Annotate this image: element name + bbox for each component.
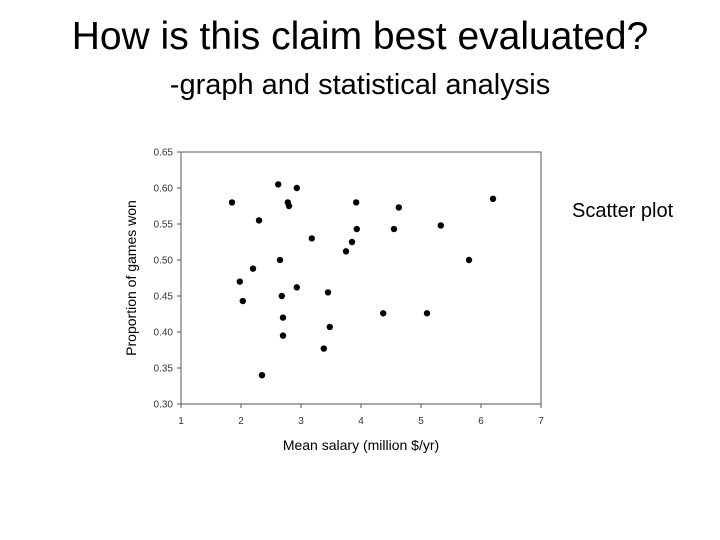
data-points [228,181,497,379]
x-tick-label: 3 [298,416,304,427]
data-point [239,297,246,305]
x-tick-label: 1 [178,416,184,427]
x-tick-label: 6 [478,416,484,427]
x-axis-title: Mean salary (million $/yr) [283,437,439,453]
y-tick-label: 0.35 [154,364,174,375]
data-point [353,199,360,206]
data-point [465,256,473,264]
data-point [276,256,284,264]
y-axis-title: Proportion of games won [123,200,139,356]
data-point [278,292,285,300]
data-point [236,278,243,285]
data-point [395,204,402,211]
x-tick-label: 7 [538,416,544,427]
data-point [249,265,257,272]
scatter-plot-note: Scatter plot [572,200,674,222]
slide-subtitle: -graph and statistical analysis [169,69,551,101]
data-point [324,289,332,296]
y-tick-label: 0.40 [154,328,174,339]
x-tick-label: 5 [418,416,424,427]
data-point [342,248,350,255]
data-point [308,235,315,242]
data-point [258,372,266,379]
y-tick-label: 0.60 [154,184,174,195]
x-tick-label: 2 [238,416,244,427]
data-point [279,332,287,339]
data-point [275,181,282,188]
data-point [228,199,236,206]
y-tick-label: 0.65 [154,148,174,159]
data-point [320,345,327,352]
x-tick-label: 4 [358,416,364,427]
data-point [390,225,398,233]
data-point [285,202,293,210]
data-point [423,310,431,317]
y-tick-label: 0.55 [154,220,174,231]
data-point [380,310,387,317]
data-point [489,195,497,202]
x-axis: 1 2 3 4 5 6 7 [178,404,544,427]
slide-title: How is this claim best evaluated? [71,15,649,58]
data-point [348,238,356,246]
data-point [293,184,300,192]
y-axis: 0.30 0.35 0.40 0.45 0.50 0.55 0.60 0.65 [154,148,181,411]
data-point [293,284,300,291]
data-point [437,222,444,229]
y-tick-label: 0.30 [154,400,174,411]
data-point [279,314,287,321]
y-tick-label: 0.45 [154,292,174,303]
data-point [326,323,333,331]
plot-frame [180,151,542,405]
data-point [353,225,360,233]
y-tick-label: 0.50 [154,256,174,267]
data-point [255,217,263,224]
